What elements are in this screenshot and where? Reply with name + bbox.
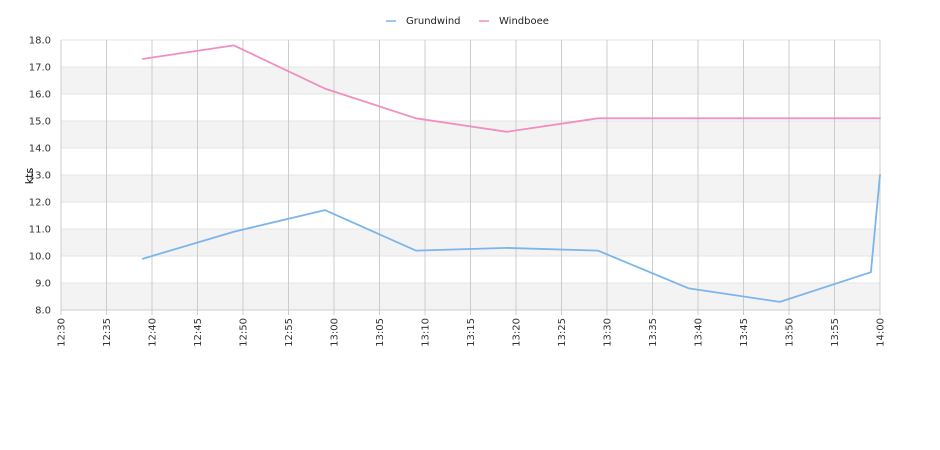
x-tick-label: 13:45 xyxy=(739,318,750,347)
x-tick-label: 12:55 xyxy=(284,318,295,347)
legend-label: Grundwind xyxy=(406,16,461,27)
x-tick-label: 13:50 xyxy=(785,318,796,347)
legend-item-grundwind[interactable]: Grundwind xyxy=(386,16,461,27)
x-tick-label: 13:35 xyxy=(648,318,659,347)
y-tick-label: 14.0 xyxy=(29,144,51,155)
x-tick-label: 13:25 xyxy=(557,318,568,347)
x-tick-label: 13:40 xyxy=(694,318,705,347)
y-tick-label: 12.0 xyxy=(29,198,51,209)
x-tick-label: 13:55 xyxy=(830,318,841,347)
x-tick-label: 13:10 xyxy=(421,318,432,347)
y-axis-title: kts xyxy=(23,168,36,185)
x-tick-label: 12:35 xyxy=(102,318,113,347)
series-line-windboee xyxy=(141,44,881,133)
x-tick-label: 12:30 xyxy=(57,318,68,347)
y-tick-label: 11.0 xyxy=(29,225,51,236)
x-tick-label: 12:45 xyxy=(193,318,204,347)
x-tick-label: 13:05 xyxy=(375,318,386,347)
legend[interactable]: Grundwind Windboee xyxy=(386,16,549,27)
x-axis-ticks: 12:30 12:35 12:40 12:45 12:50 12:55 13:00 13:05… xyxy=(57,309,887,347)
y-tick-label: 17.0 xyxy=(29,63,51,74)
legend-item-windboee[interactable]: Windboee xyxy=(479,16,549,27)
series-lines xyxy=(141,44,881,303)
y-tick-label: 16.0 xyxy=(29,90,51,101)
series-line-grundwind xyxy=(141,174,881,303)
x-tick-label: 13:15 xyxy=(466,318,477,347)
x-tick-label: 13:20 xyxy=(512,318,523,347)
x-tick-label: 14:00 xyxy=(876,318,887,347)
vertical-gridlines xyxy=(60,40,881,310)
y-tick-label: 15.0 xyxy=(29,117,51,128)
y-tick-label: 18.0 xyxy=(29,36,51,47)
y-tick-label: 8.0 xyxy=(35,306,51,317)
y-tick-label: 10.0 xyxy=(29,252,51,263)
x-tick-label: 12:50 xyxy=(239,318,250,347)
y-tick-label: 13.0 xyxy=(29,171,51,182)
y-axis-ticks: 8.0 9.0 10.0 11.0 12.0 13.0 14.0 15.0 16.0 17.0 18… xyxy=(29,36,51,317)
x-tick-label: 13:30 xyxy=(603,318,614,347)
legend-label: Windboee xyxy=(499,16,549,27)
x-tick-label: 13:00 xyxy=(330,318,341,347)
y-tick-label: 9.0 xyxy=(35,279,51,290)
x-tick-label: 12:40 xyxy=(148,318,159,347)
